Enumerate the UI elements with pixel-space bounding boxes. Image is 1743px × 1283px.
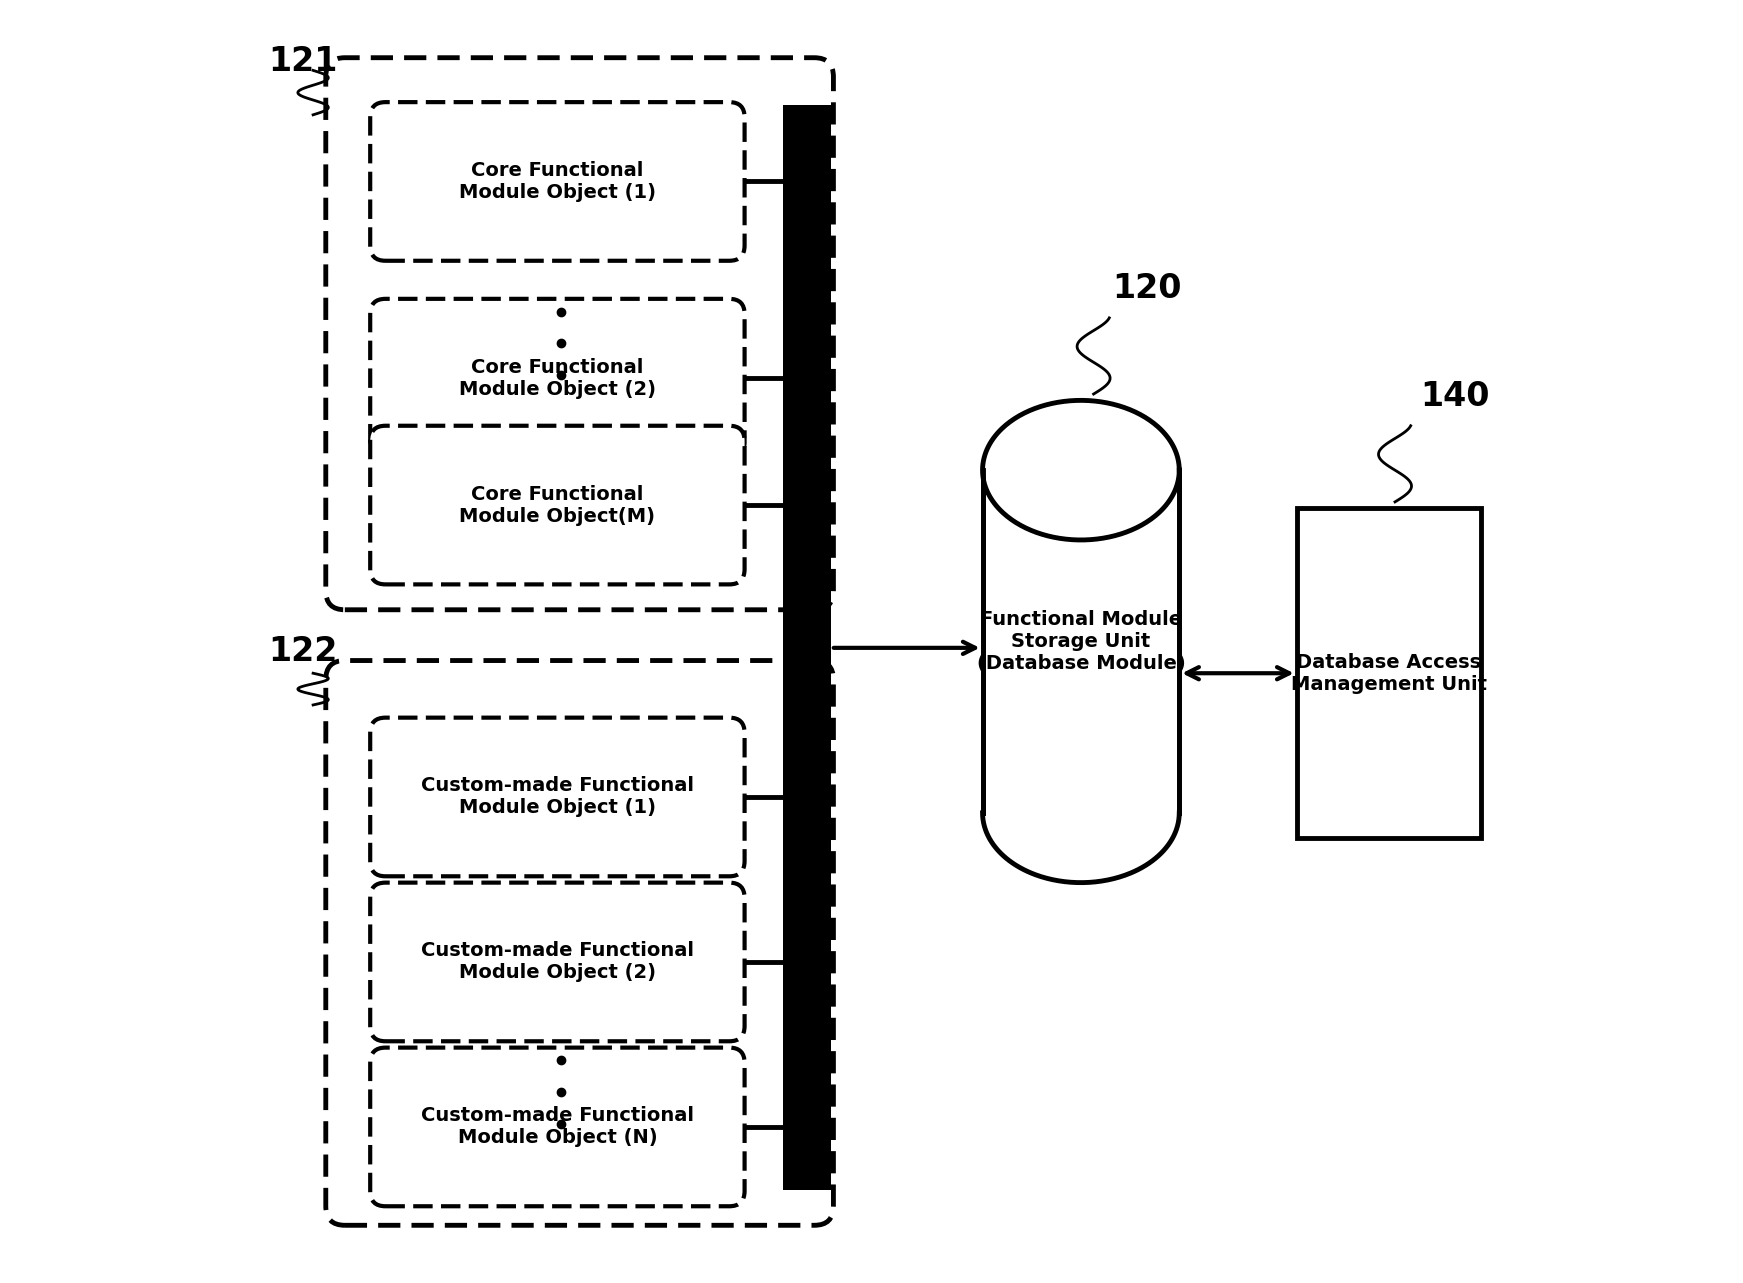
Polygon shape [983, 400, 1180, 540]
Text: Functional Module
Storage Unit
(Database Module): Functional Module Storage Unit (Database… [976, 609, 1185, 674]
Text: 120: 120 [1112, 272, 1182, 305]
Text: Database Access
Management Unit: Database Access Management Unit [1290, 653, 1487, 694]
Text: Custom-made Functional
Module Object (1): Custom-made Functional Module Object (1) [420, 776, 694, 817]
Text: Core Functional
Module Object (1): Core Functional Module Object (1) [458, 160, 655, 201]
Bar [783, 105, 831, 1191]
FancyBboxPatch shape [326, 661, 833, 1225]
Bar [1297, 508, 1480, 838]
FancyBboxPatch shape [370, 883, 744, 1042]
Text: Core Functional
Module Object(M): Core Functional Module Object(M) [460, 485, 655, 526]
Text: Core Functional
Module Object (2): Core Functional Module Object (2) [458, 358, 655, 399]
Text: 140: 140 [1421, 380, 1490, 413]
Text: 122: 122 [268, 635, 338, 668]
Text: Custom-made Functional
Module Object (N): Custom-made Functional Module Object (N) [420, 1106, 694, 1147]
FancyBboxPatch shape [370, 1048, 744, 1206]
Text: Custom-made Functional
Module Object (2): Custom-made Functional Module Object (2) [420, 942, 694, 983]
Text: 121: 121 [268, 45, 338, 78]
Polygon shape [983, 470, 1180, 813]
FancyBboxPatch shape [370, 717, 744, 876]
FancyBboxPatch shape [370, 426, 744, 584]
FancyBboxPatch shape [326, 58, 833, 609]
FancyBboxPatch shape [370, 103, 744, 260]
FancyBboxPatch shape [370, 299, 744, 458]
